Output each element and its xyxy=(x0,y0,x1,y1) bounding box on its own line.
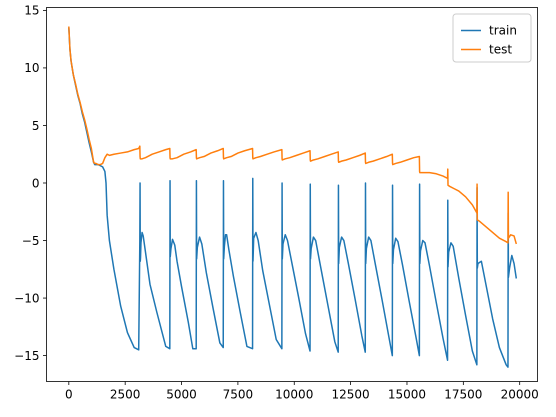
series-line-test xyxy=(68,26,518,245)
y-tick-label: 10 xyxy=(24,61,39,75)
series-line-train xyxy=(68,27,518,368)
y-tick-label: −15 xyxy=(14,349,39,363)
y-tick-label: 0 xyxy=(32,176,40,190)
x-tick-label: 0 xyxy=(65,388,73,402)
x-tick-label: 17500 xyxy=(444,388,482,402)
series-layer xyxy=(68,26,518,368)
x-tick-label: 10000 xyxy=(275,388,313,402)
x-tick-label: 20000 xyxy=(501,388,539,402)
legend-label-train: train xyxy=(489,24,517,38)
legend: train test xyxy=(452,13,532,63)
x-axis-ticks: 0 2500 5000 7500 10000 12500 15000 17500 20000 xyxy=(65,381,539,402)
y-axis-ticks: −15 −10 −5 0 5 10 15 xyxy=(14,4,47,363)
y-tick-label: 5 xyxy=(32,119,40,133)
x-tick-label: 12500 xyxy=(332,388,370,402)
x-tick-label: 15000 xyxy=(388,388,426,402)
y-tick-label: 15 xyxy=(24,4,39,18)
y-tick-label: −10 xyxy=(14,291,39,305)
x-tick-label: 5000 xyxy=(166,388,197,402)
x-tick-label: 2500 xyxy=(110,388,141,402)
y-tick-label: −5 xyxy=(22,234,40,248)
x-tick-label: 7500 xyxy=(223,388,254,402)
legend-label-test: test xyxy=(489,43,512,57)
axes-frame xyxy=(46,7,538,382)
